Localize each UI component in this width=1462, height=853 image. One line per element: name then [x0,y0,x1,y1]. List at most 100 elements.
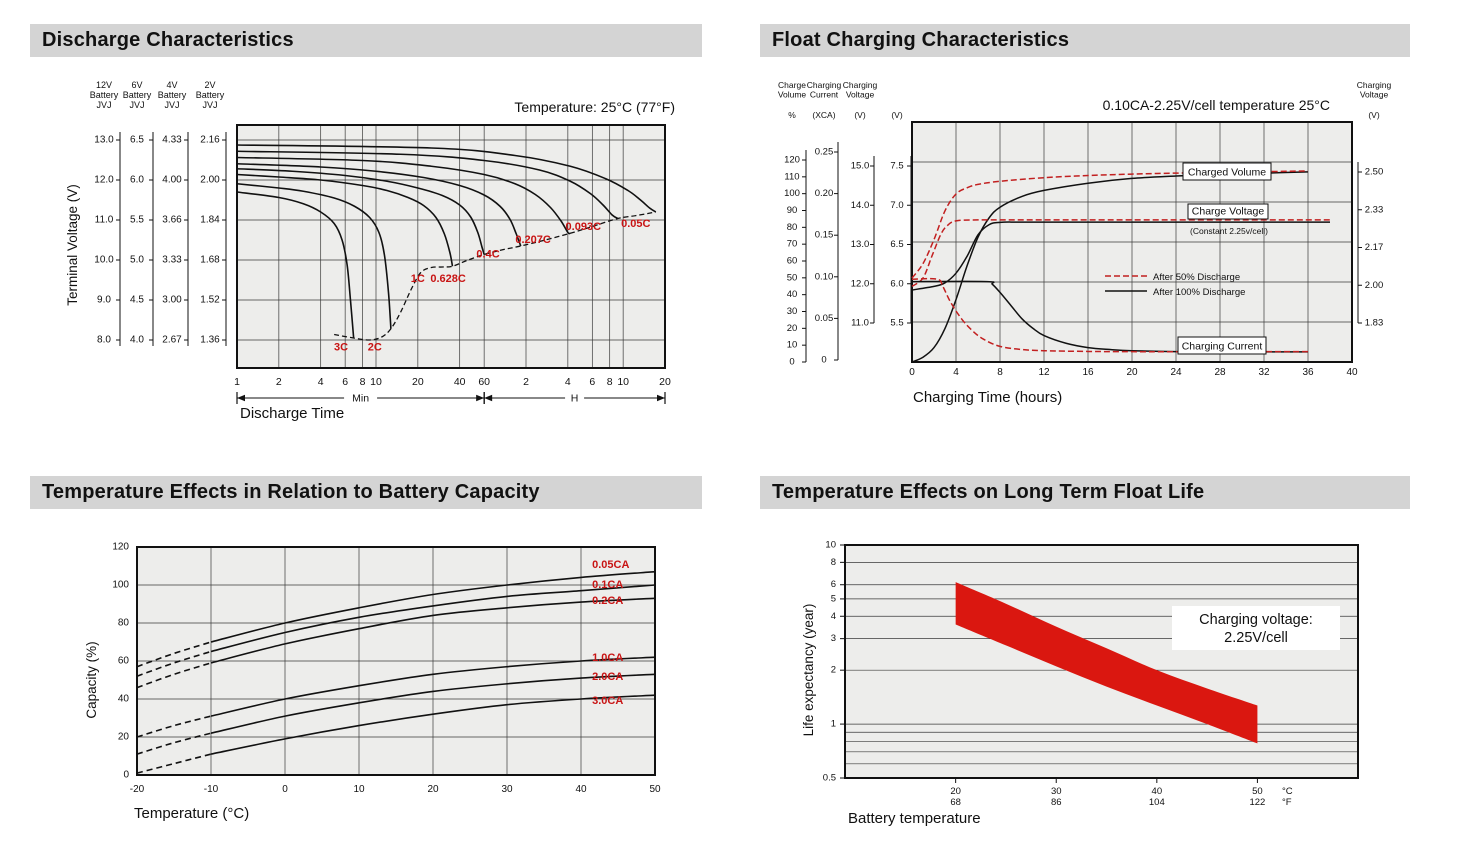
discharge-curve-0.207C [236,156,571,235]
float-life-title: Temperature Effects on Long Term Float L… [760,476,1410,509]
axis-value: 60 [787,256,798,267]
discharge-curve-0.05C [236,144,657,213]
axis-value: 0.20 [815,188,834,199]
x-tick-h-20: 20 [659,376,671,388]
axis-header: Charge [778,80,806,90]
axis-value: 7.5 [890,161,903,172]
curve-label-0.05C: 0.05C [621,218,650,230]
axis-value: 5.5 [890,318,903,329]
x-axis-label: Temperature (°C) [134,805,249,822]
scale-value: 10.0 [94,255,114,266]
scale-value: 3.66 [162,215,182,226]
axis-value: 12.0 [851,278,870,289]
axis-header: Charging [807,80,842,90]
curve-label-0.628C: 0.628C [430,273,466,285]
capacity-curve-2.0CA [210,673,656,734]
x-tick-36: 36 [1302,367,1314,378]
axis-value: 0.10 [815,271,834,282]
capacity-curve-0.2CA [210,597,656,664]
x-tick-0: 0 [909,367,915,378]
axis-value: 10 [787,340,798,351]
plot-border [236,124,666,369]
y-tick-10: 10 [825,540,836,551]
axis-unit: (V) [891,110,903,120]
cutoff-knee-curve [334,211,656,341]
axis-value: 7.0 [890,200,903,211]
scale-value: 9.0 [97,295,111,306]
x-tick-24: 24 [1170,367,1182,378]
y-tick-40: 40 [118,694,130,705]
scale-header: 12V [96,80,112,90]
x-tick-min-6: 6 [342,376,348,388]
plot-border [911,121,1353,363]
y-tick-80: 80 [118,618,130,629]
x-axis-label: Discharge Time [240,405,344,422]
scale-value: 5.5 [130,215,144,226]
x-tick-40: 40 [575,784,587,795]
x-tick-f-68: 68 [950,797,961,808]
axis-value: 0.05 [815,313,834,324]
axis-value: 90 [787,205,798,216]
scale-value: 5.0 [130,255,144,266]
y-tick-100: 100 [112,580,129,591]
discharge-curve-0.628C [236,167,485,255]
temperature-note: Temperature: 25°C (77°F) [514,99,675,115]
scale-value: 4.5 [130,295,144,306]
x-tick-f-86: 86 [1051,797,1062,808]
scale-value: 3.33 [162,255,182,266]
capacity-curve-1.0CA [210,656,656,717]
curve-label-2.0CA: 2.0CA [592,671,623,683]
series-charge-voltage-after-100 [911,221,1330,291]
y-tick-1: 1 [831,719,836,730]
x-tick-50: 50 [649,784,661,795]
x-tick-20: 20 [427,784,439,795]
x-tick-4: 4 [953,367,959,378]
axis-value: 0.15 [815,230,834,241]
axis-value: 15.0 [851,161,870,172]
axis-unit: (V) [1368,110,1380,120]
axis-value: 13.0 [851,239,870,250]
x-tick-min-1: 1 [234,376,240,388]
scale-header: JVJ [96,100,111,110]
y-tick-2: 2 [831,665,836,676]
axis-value: 30 [787,306,798,317]
x-tick-32: 32 [1258,367,1270,378]
plot-area [237,125,665,368]
scale-header: Battery [123,90,152,100]
temperature-capacity-title: Temperature Effects in Relation to Batte… [30,476,702,509]
axis-value: 2.17 [1365,242,1384,253]
axis-value: 14.0 [851,200,870,211]
axis-value: 11.0 [851,318,869,329]
x-tick-h-2: 2 [523,376,529,388]
x-axis-label: Battery temperature [848,810,981,827]
capacity-curve-0.05CA [210,570,656,643]
y-tick-4: 4 [831,611,836,622]
x-tick-30: 30 [501,784,513,795]
scale-header: Battery [158,90,187,100]
x-tick-f-104: 104 [1149,797,1165,808]
axis-value: 120 [784,155,800,166]
x-tick-h-4: 4 [565,376,571,388]
x-tick-c-30: 30 [1051,786,1062,797]
axis-value: 0 [789,357,794,368]
legend-after-50: After 50% Discharge [1153,272,1240,283]
annotation-voltage-value: 2.25V/cell [1224,630,1288,646]
axis-value: 110 [784,171,799,182]
axis-unit: (XCA) [812,110,835,120]
x-tick-c-50: 50 [1252,786,1263,797]
temperature-capacity-chart: 0 20 40 60 80 100 120 -20 -10 0 10 20 30 40 50 0.05CA 0.… [84,542,661,822]
curve-label-0.093C: 0.093C [566,221,602,233]
time-unit-bracket-Min: Min [352,393,369,405]
scale-value: 2.16 [200,135,220,146]
axis-value: 2.50 [1365,167,1384,178]
x-tick-16: 16 [1082,367,1094,378]
axis-value: 70 [787,239,798,250]
annotation-box [1172,606,1340,650]
x-unit-fahrenheit: °F [1282,797,1292,808]
y-tick-120: 120 [112,542,129,553]
series-charge-voltage-after-50 [911,219,1331,288]
scale-value: 11.0 [95,215,114,226]
label-constant-voltage: (Constant 2.25v/cell) [1190,226,1268,236]
scale-value: 1.84 [200,215,220,226]
